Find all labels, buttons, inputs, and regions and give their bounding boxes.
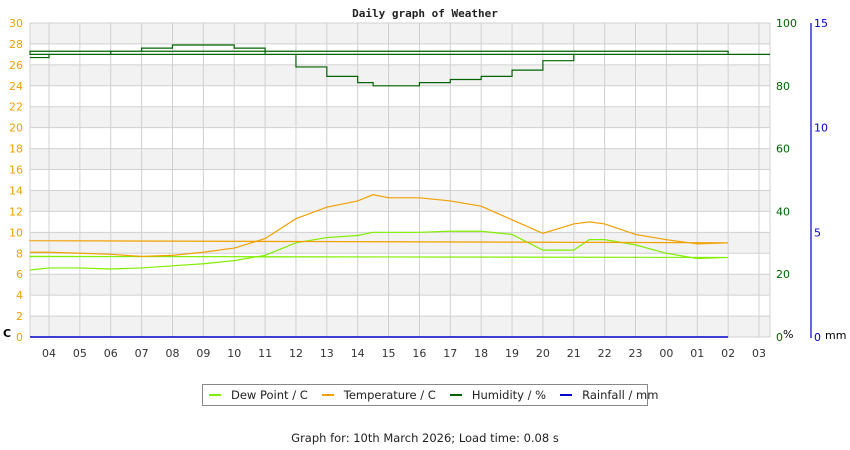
svg-text:28: 28 [9,38,23,51]
rainfall-swatch-icon [560,394,573,396]
svg-text:18: 18 [474,347,488,360]
svg-text:5: 5 [814,226,821,239]
svg-text:05: 05 [73,347,87,360]
svg-text:2: 2 [16,310,23,323]
svg-text:14: 14 [351,347,365,360]
svg-text:04: 04 [42,347,56,360]
svg-text:40: 40 [776,205,790,218]
left-axis-unit: C [3,327,11,340]
svg-text:03: 03 [752,347,766,360]
svg-text:22: 22 [598,347,612,360]
humidity-series [29,44,770,87]
svg-text:26: 26 [9,59,23,72]
rain-axis-unit: mm [825,329,846,342]
svg-text:14: 14 [9,184,23,197]
dew-point-swatch-icon [209,394,221,396]
svg-text:0: 0 [776,331,783,344]
svg-text:8: 8 [16,247,23,260]
svg-text:11: 11 [258,347,272,360]
svg-text:20: 20 [536,347,550,360]
svg-text:10: 10 [9,226,23,239]
svg-text:23: 23 [629,347,643,360]
dew-point-series [29,230,729,271]
humidity-axis-unit: % [783,328,793,341]
grid-bands [30,23,770,337]
legend-label: Temperature / C [343,388,436,402]
svg-text:02: 02 [721,347,735,360]
weather-chart: Daily graph of Weather 02468101214161820… [3,7,846,360]
svg-text:21: 21 [567,347,581,360]
svg-text:16: 16 [9,164,23,177]
svg-text:08: 08 [165,347,179,360]
svg-text:100: 100 [776,17,797,30]
svg-text:12: 12 [9,205,23,218]
data-series [29,44,770,338]
legend-item-rainfall: Rainfall / mm [560,388,658,402]
svg-text:12: 12 [289,347,303,360]
humidity-swatch-icon [449,394,462,396]
graph-footer: Graph for: 10th March 2026; Load time: 0… [291,431,559,445]
svg-text:13: 13 [320,347,334,360]
x-axis-hours: 04 05 06 07 08 09 10 11 12 13 14 15 16 17 18 19 20 21 22 23… [42,347,766,360]
svg-text:00: 00 [659,347,673,360]
svg-text:30: 30 [9,17,23,30]
svg-text:0: 0 [814,331,821,344]
svg-text:60: 60 [776,143,790,156]
svg-text:15: 15 [814,17,828,30]
svg-text:22: 22 [9,101,23,114]
svg-text:01: 01 [690,347,704,360]
svg-text:24: 24 [9,80,23,93]
legend-label: Dew Point / C [231,388,308,402]
svg-text:4: 4 [16,289,23,302]
legend-item-dew-point: Dew Point / C [209,388,308,402]
legend-label: Humidity / % [471,388,547,402]
svg-text:15: 15 [382,347,396,360]
right-axis-humidity: 0 20 40 60 80 100 [776,17,797,344]
svg-text:07: 07 [135,347,149,360]
svg-text:6: 6 [16,268,23,281]
chart-legend: Dew Point / C Temperature / C Humidity /… [202,384,658,406]
legend-label: Rainfall / mm [582,388,659,402]
legend-item-humidity: Humidity / % [449,388,547,402]
svg-text:20: 20 [9,122,23,135]
svg-text:0: 0 [16,331,23,344]
svg-text:19: 19 [505,347,519,360]
svg-text:10: 10 [814,122,828,135]
svg-text:16: 16 [412,347,426,360]
svg-text:10: 10 [227,347,241,360]
svg-text:17: 17 [443,347,457,360]
temperature-series [29,194,729,258]
temperature-swatch-icon [321,394,334,396]
legend-item-temperature: Temperature / C [321,388,436,402]
svg-text:20: 20 [776,268,790,281]
svg-text:09: 09 [196,347,210,360]
right-axis-rainfall: 0 5 10 15 [814,17,828,344]
svg-text:80: 80 [776,80,790,93]
svg-text:18: 18 [9,143,23,156]
chart-title: Daily graph of Weather [352,7,498,20]
svg-text:06: 06 [104,347,118,360]
